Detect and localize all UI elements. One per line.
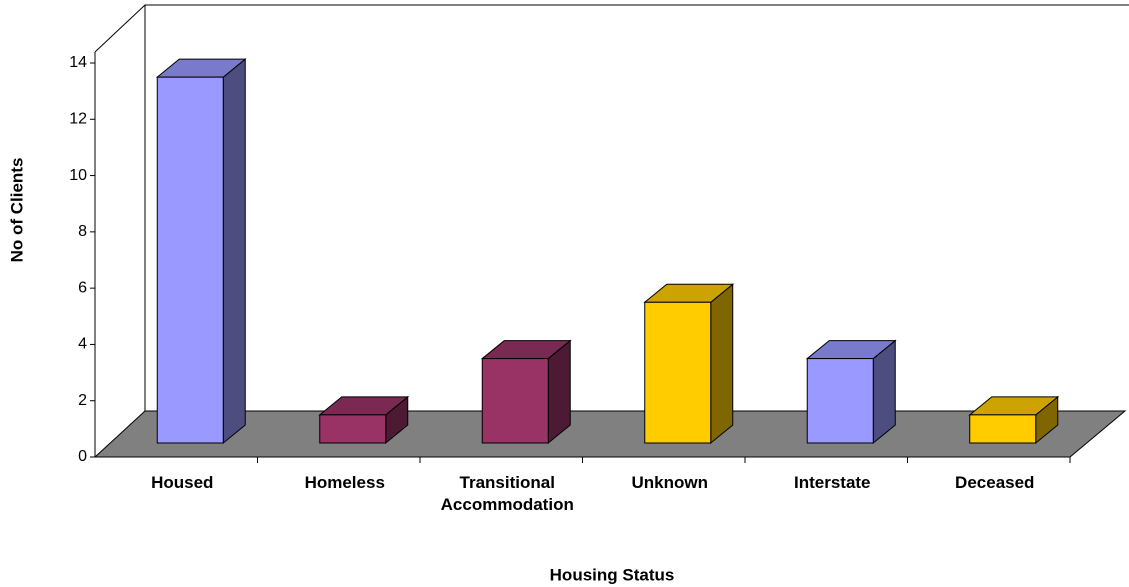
y-tick-label: 2: [78, 392, 87, 409]
y-tick-label: 0: [78, 448, 87, 465]
x-tick-label: Unknown: [631, 473, 709, 492]
bar: [481, 358, 549, 444]
y-axis-title: No of Clients: [7, 158, 26, 263]
y-tick-label: 8: [78, 223, 87, 240]
back-wall-edge: [94, 4, 1129, 53]
x-tick-label: Homeless: [304, 473, 385, 492]
bar: [806, 358, 874, 444]
bar: [156, 76, 224, 444]
y-tick-label: 4: [78, 336, 87, 353]
x-tick-label: Transitional Accommodation: [440, 473, 574, 514]
bar: [319, 414, 387, 444]
y-tick-label: 6: [78, 279, 87, 296]
y-tick-label: 14: [69, 54, 87, 71]
x-tick-label: Interstate: [793, 473, 871, 492]
y-tick-label: 12: [69, 111, 87, 128]
bar: [969, 414, 1037, 444]
bar: [644, 301, 712, 444]
x-tick-label: Housed: [151, 473, 214, 492]
bar-side: [222, 58, 246, 445]
x-tick-label: Deceased: [955, 473, 1035, 492]
x-axis-title: Housing Status: [550, 565, 675, 584]
y-tick-label: 10: [69, 167, 87, 184]
bar-side: [710, 283, 734, 445]
